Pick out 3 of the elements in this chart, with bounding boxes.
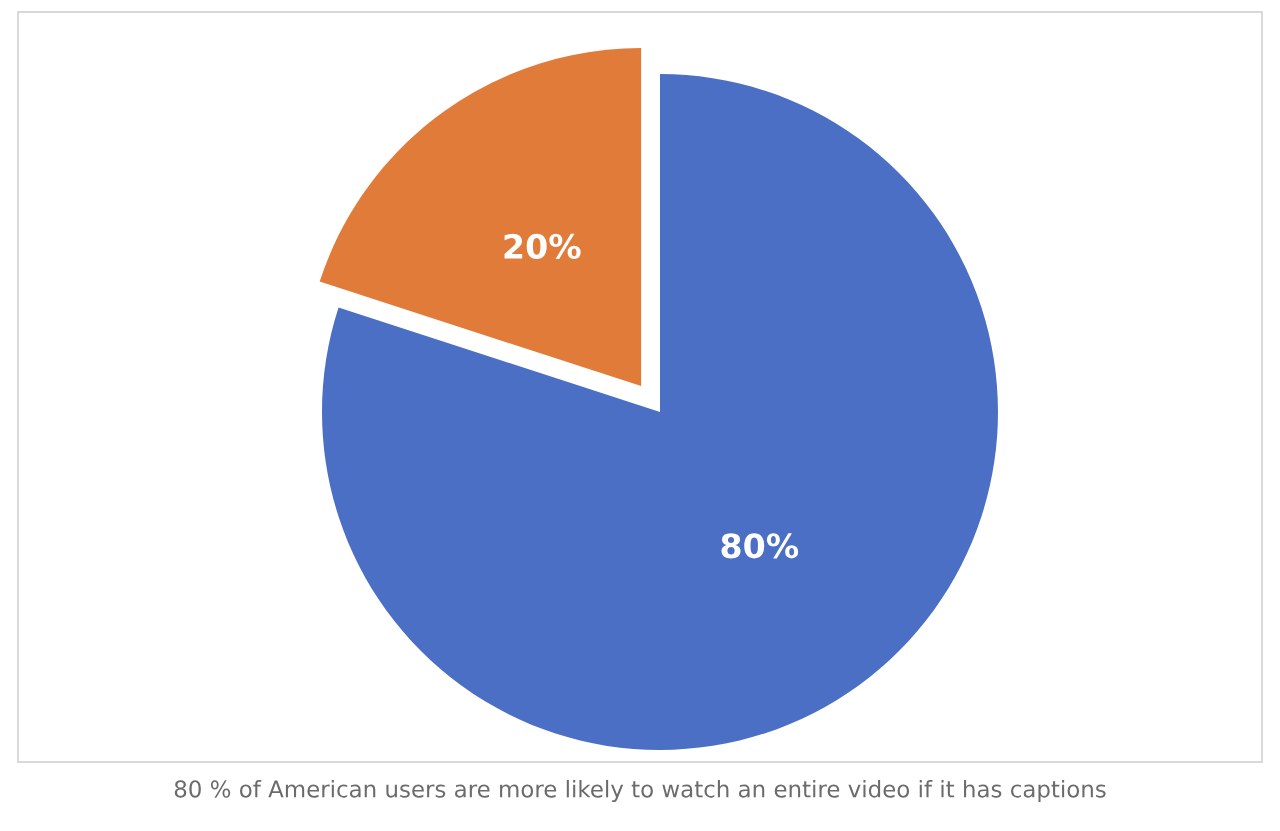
data-label: 80%: [721, 533, 799, 559]
data-label: 20%: [504, 233, 581, 259]
text: 80 % of American users are more likely to watch an entire video if it has captions: [174, 779, 1106, 803]
